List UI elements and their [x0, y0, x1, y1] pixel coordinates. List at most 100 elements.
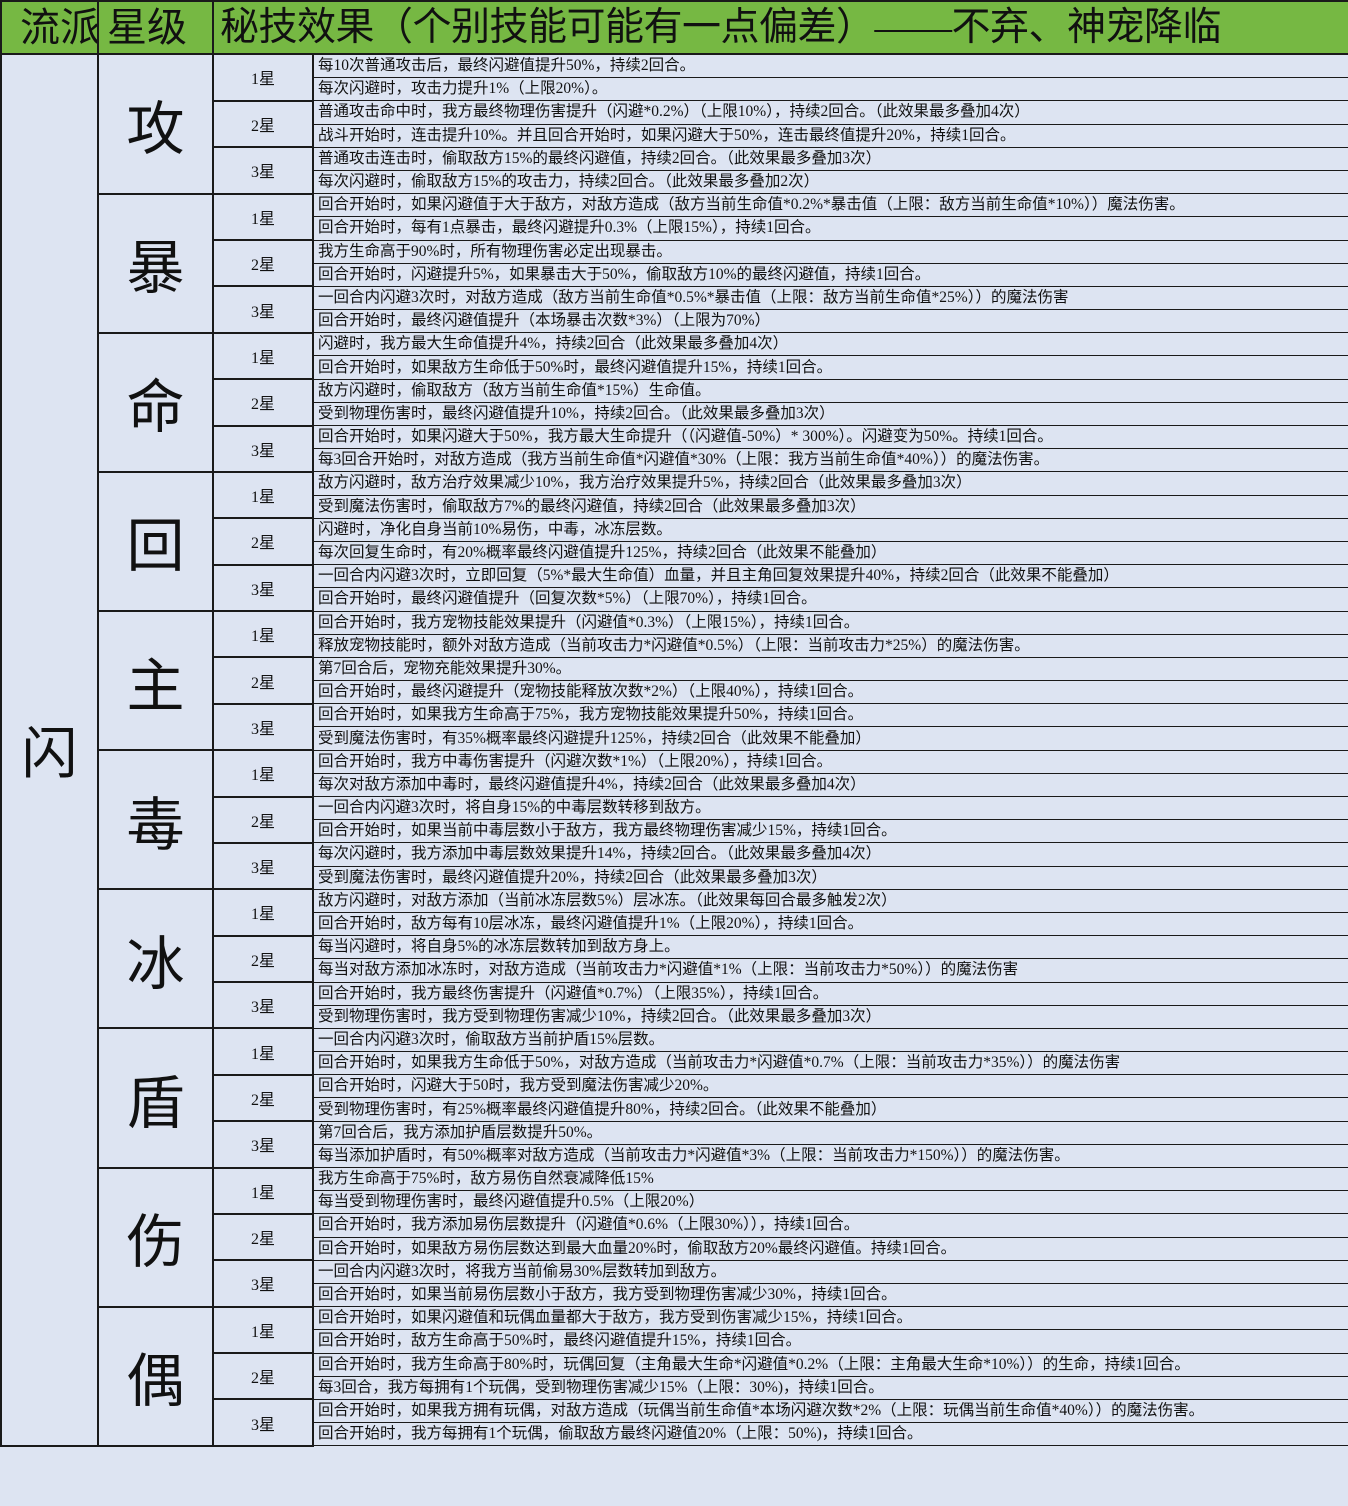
table-row: 回合开始时，如果当前中毒层数小于敌方，我方最终物理伤害减少15%，持续1回合。 [1, 819, 1348, 844]
effect-cell: 受到魔法伤害时，偷取敌方7%的最终闪避值，持续2回合（此效果最多叠加3次） [311, 494, 1348, 519]
effect-cell: 回合开始时，敌方每有10层冰冻，最终闪避值提升1%（上限20%），持续1回合。 [311, 911, 1348, 937]
star-level-cell: 2星 [212, 1212, 314, 1262]
table-row: 暴 1星 回合开始时，如果闪避值于大于敌方，对敌方造成（敌方当前生命值*0.2%*暴… [1, 192, 1348, 334]
table-row: 主 1星 回合开始时，我方宠物技能效果提升（闪避值*0.3%）（上限15%），持续1… [1, 609, 1348, 752]
table-row: 2星 敌方闪避时，偷取敌方（敌方当前生命值*15%）生命值。 [1, 378, 1348, 427]
table-row: 伤 1星 我方生命高于75%时，敌方易伤自然衰减降低15% [1, 1166, 1348, 1308]
table-row: 每3回合开始时，对敌方造成（我方当前生命值*闪避值*30%（上限：我方当前生命值… [1, 448, 1348, 473]
effect-cell: 回合开始时，最终闪避提升（宠物技能释放次数*2%）（上限40%），持续1回合。 [311, 680, 1348, 705]
star-level-cell: 1星 [212, 749, 314, 798]
star-level-cell: 3星 [212, 1398, 314, 1447]
effect-cell: 回合开始时，我方中毒伤害提升（闪避次数*1%）（上限20%），持续1回合。 [311, 749, 1348, 774]
header-school: 流派组合 [0, 0, 99, 55]
group-cell: 伤 [97, 1166, 214, 1308]
group-cell: 毒 [97, 749, 214, 891]
star-level-cell: 2星 [212, 1351, 314, 1401]
effect-cell: 回合开始时，我方每拥有1个玩偶，偷取敌方最终闪避值20%（上限：50%)，持续1… [311, 1422, 1348, 1447]
effect-cell: 受到物理伤害时，最终闪避值提升10%，持续2回合。（此效果最多叠加3次） [311, 401, 1348, 427]
effect-cell: 回合开始时，最终闪避值提升（回复次数*5%）（上限70%），持续1回合。 [311, 587, 1348, 612]
table-row: 偶 1星 回合开始时，如果闪避值和玩偶血量都大于敌方，我方受到伤害减少15%，持续1… [1, 1305, 1348, 1447]
effect-cell: 回合开始时，如果我方生命低于50%，对敌方造成（当前攻击力*闪避值*0.7%（上… [311, 1051, 1348, 1076]
effect-cell: 回合开始时，我方生命高于80%时，玩偶回复（主角最大生命*闪避值*0.2%（上限… [311, 1352, 1348, 1377]
star-level-cell: 1星 [212, 1027, 314, 1076]
effect-cell: 每当对敌方添加冰冻时，对敌方造成（当前攻击力*闪避值*1%（上限：当前攻击力*5… [311, 958, 1348, 983]
group-cell: 回 [97, 470, 214, 613]
effect-cell: 我方生命高于75%时，敌方易伤自然衰减降低15% [311, 1166, 1348, 1192]
effect-cell: 每当闪避时，将自身5%的冰冻层数转加到敌方身上。 [311, 935, 1348, 960]
effect-cell: 回合开始时，如果当前易伤层数小于敌方，我方受到物理伤害减少30%，持续1回合。 [311, 1282, 1348, 1308]
effect-cell: 普通攻击命中时，我方最终物理伤害提升（闪避*0.2%）（上限10%），持续2回合… [311, 100, 1348, 125]
table-row: 3星 回合开始时，如果闪避大于50%，我方最大生命提升（（闪避值-50%）* 30… [1, 424, 1348, 473]
table-row: 3星 回合开始时，如果我方生命高于75%，我方宠物技能效果提升50%，持续1回合。 [1, 702, 1348, 752]
table-row: 回合开始时，最终闪避提升（宠物技能释放次数*2%）（上限40%），持续1回合。 [1, 680, 1348, 705]
effect-cell: 每次闪避时，攻击力提升1%（上限20%）。 [311, 77, 1348, 102]
table-row: 回合开始时，如果敌方生命低于50%时，最终闪避值提升15%，持续1回合。 [1, 355, 1348, 380]
effect-cell: 受到物理伤害时，我方受到物理伤害减少10%，持续2回合。（此效果最多叠加3次） [311, 1004, 1348, 1029]
effect-cell: 一回合内闪避3次时，将自身15%的中毒层数转移到敌方。 [311, 795, 1348, 821]
table-row: 2星 回合开始时，我方生命高于80%时，玩偶回复（主角最大生命*闪避值*0.2%（… [1, 1351, 1348, 1401]
table-body: 闪攻 1星 每10次普通攻击后，最终闪避值提升50%，持续2回合。 每次闪避时，攻击力… [0, 53, 1348, 1447]
effect-cell: 第7回合后，我方添加护盾层数提升50%。 [311, 1120, 1348, 1145]
effect-cell: 闪避时，净化自身当前10%易伤，中毒，冰冻层数。 [311, 517, 1348, 542]
effect-cell: 受到物理伤害时，有25%概率最终闪避值提升80%，持续2回合。（此效果不能叠加） [311, 1097, 1348, 1122]
star-level-cell: 3星 [212, 702, 314, 752]
effect-cell: 回合开始时，如果当前中毒层数小于敌方，我方最终物理伤害减少15%，持续1回合。 [311, 819, 1348, 844]
star-level-cell: 3星 [212, 1259, 314, 1308]
effect-cell: 一回合内闪避3次时，将我方当前偷易30%层数转加到敌方。 [311, 1259, 1348, 1284]
table-row: 回合开始时，如果当前易伤层数小于敌方，我方受到物理伤害减少30%，持续1回合。 [1, 1282, 1348, 1308]
table-row: 3星 一回合内闪避3次时，对敌方造成（敌方当前生命值*0.5%*暴击值（上限：敌方… [1, 285, 1348, 334]
star-level-cell: 2星 [212, 517, 314, 566]
header-effect: 秘技效果（个别技能可能有一点偏差）——不弃、神宠降临 [211, 0, 1348, 55]
table-row: 3星 每次闪避时，我方添加中毒层数效果提升14%，持续2回合。（此效果最多叠加4次… [1, 841, 1348, 891]
star-level-cell: 2星 [212, 795, 314, 844]
effect-cell: 每次闪避时，我方添加中毒层数效果提升14%，持续2回合。（此效果最多叠加4次） [311, 842, 1348, 867]
table-row: 3星 一回合内闪避3次时，立即回复（5%*最大生命值）血量，并且主角回复效果提升4… [1, 563, 1348, 613]
effect-cell: 每次闪避时，偷取敌方15%的攻击力，持续2回合。（此效果最多叠加2次） [311, 169, 1348, 195]
effect-cell: 回合开始时，如果敌方易伤层数达到最大血量20%时，偷取敌方20%最终闪避值。持续… [311, 1236, 1348, 1261]
effect-cell: 回合开始时，最终闪避值提升（本场暴击次数*3%）（上限为70%） [311, 309, 1348, 334]
table-row: 3星 普通攻击连击时，偷取敌方15%的最终闪避值，持续2回合。（此效果最多叠加3次… [1, 146, 1348, 195]
effect-cell: 受到魔法伤害时，有35%概率最终闪避提升125%，持续2回合（此效果不能叠加） [311, 726, 1348, 751]
effect-cell: 回合开始时，如果我方生命高于75%，我方宠物技能效果提升50%，持续1回合。 [311, 703, 1348, 728]
table-row: 回合开始时，如果我方生命低于50%，对敌方造成（当前攻击力*闪避值*0.7%（上… [1, 1051, 1348, 1076]
star-level-cell: 1星 [212, 888, 314, 937]
effect-cell: 回合开始时，敌方生命高于50%时，最终闪避值提升15%，持续1回合。 [311, 1329, 1348, 1354]
effect-cell: 每次对敌方添加中毒时，最终闪避值提升4%，持续2回合（此效果最多叠加4次） [311, 772, 1348, 798]
table-row: 受到物理伤害时，最终闪避值提升10%，持续2回合。（此效果最多叠加3次） [1, 401, 1348, 427]
effect-cell: 每10次普通攻击后，最终闪避值提升50%，持续2回合。 [311, 53, 1348, 79]
effect-cell: 回合开始时，我方最终伤害提升（闪避值*0.7%）（上限35%），持续1回合。 [311, 981, 1348, 1006]
table-row: 回合开始时，闪避提升5%，如果暴击大于50%，偷取敌方10%的最终闪避值，持续1… [1, 262, 1348, 287]
table-row: 受到魔法伤害时，偷取敌方7%的最终闪避值，持续2回合（此效果最多叠加3次） [1, 494, 1348, 519]
effect-cell: 回合开始时，如果闪避值和玩偶血量都大于敌方，我方受到伤害减少15%，持续1回合。 [311, 1306, 1348, 1331]
group-cell: 暴 [97, 192, 214, 334]
effect-cell: 回合开始时，如果我方拥有玩偶，对敌方造成（玩偶当前生命值*本场闪避次数*2%（上… [311, 1398, 1348, 1424]
table-row: 回 1星 敌方闪避时，敌方治疗效果减少10%，我方治疗效果提升5%，持续2回合（此效… [1, 470, 1348, 613]
star-level-cell: 2星 [212, 1073, 314, 1123]
table-row: 2星 闪避时，净化自身当前10%易伤，中毒，冰冻层数。 [1, 517, 1348, 566]
table-row: 回合开始时，最终闪避值提升（回复次数*5%）（上限70%），持续1回合。 [1, 587, 1348, 612]
table-row: 2星 回合开始时，我方添加易伤层数提升（闪避值*0.6%（上限30%）），持续1回… [1, 1212, 1348, 1262]
table-row: 盾 1星 一回合内闪避3次时，偷取敌方当前护盾15%层数。 [1, 1027, 1348, 1169]
effect-cell: 敌方闪避时，敌方治疗效果减少10%，我方治疗效果提升5%，持续2回合（此效果最多… [311, 471, 1348, 496]
table-row: 3星 第7回合后，我方添加护盾层数提升50%。 [1, 1120, 1348, 1169]
effect-cell: 我方生命高于90%时，所有物理伤害必定出现暴击。 [311, 239, 1348, 264]
table-row: 释放宠物技能时，额外对敌方造成（当前攻击力*闪避值*0.5%）（上限：当前攻击力… [1, 633, 1348, 658]
table-row: 3星 回合开始时，如果我方拥有玩偶，对敌方造成（玩偶当前生命值*本场闪避次数*2%… [1, 1398, 1348, 1447]
table-row: 回合开始时，我方每拥有1个玩偶，偷取敌方最终闪避值20%（上限：50%)，持续1… [1, 1422, 1348, 1447]
star-level-cell: 3星 [212, 1120, 314, 1169]
effect-cell: 回合开始时，如果敌方生命低于50%时，最终闪避值提升15%，持续1回合。 [311, 355, 1348, 380]
group-cell: 冰 [97, 888, 214, 1030]
effect-cell: 一回合内闪避3次时，对敌方造成（敌方当前生命值*0.5%*暴击值（上限：敌方当前… [311, 285, 1348, 311]
star-level-cell: 3星 [212, 424, 314, 473]
effect-cell: 每当添加护盾时，有50%概率对敌方造成（当前攻击力*闪避值*3%（上限：当前攻击… [311, 1143, 1348, 1169]
effect-cell: 释放宠物技能时，额外对敌方造成（当前攻击力*闪避值*0.5%）（上限：当前攻击力… [311, 633, 1348, 658]
effect-cell: 回合开始时，闪避大于50时，我方受到魔法伤害减少20%。 [311, 1074, 1348, 1099]
effect-cell: 每次回复生命时，有20%概率最终闪避值提升125%，持续2回合（此效果不能叠加） [311, 540, 1348, 566]
effect-cell: 回合开始时，我方宠物技能效果提升（闪避值*0.3%）（上限15%），持续1回合。 [311, 610, 1348, 635]
star-level-cell: 3星 [212, 841, 314, 891]
table-row: 每次对敌方添加中毒时，最终闪避值提升4%，持续2回合（此效果最多叠加4次） [1, 772, 1348, 798]
effect-cell: 受到魔法伤害时，最终闪避值提升20%，持续2回合（此效果最多叠加3次） [311, 865, 1348, 890]
star-level-cell: 3星 [212, 285, 314, 334]
effect-cell: 每当受到物理伤害时，最终闪避值提升0.5%（上限20%） [311, 1190, 1348, 1215]
effect-cell: 回合开始时，我方添加易伤层数提升（闪避值*0.6%（上限30%）），持续1回合。 [311, 1213, 1348, 1238]
